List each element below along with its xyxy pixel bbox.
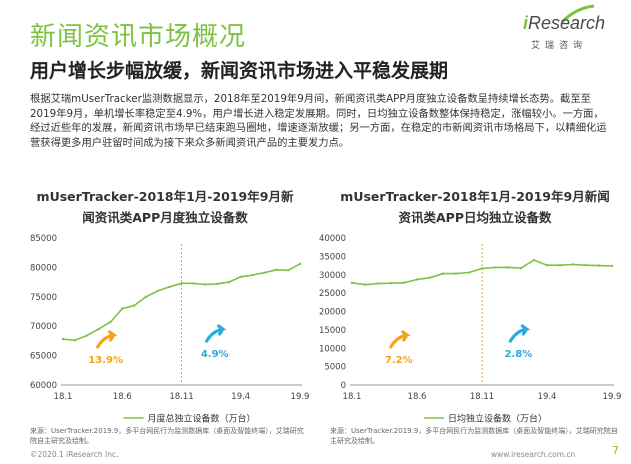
chart-2-data-point <box>506 266 510 269</box>
chart-1-data-point <box>239 275 242 279</box>
chart-2-xtick-label: 18.11 <box>470 392 494 402</box>
chart-2-ytick-label: 25000 <box>319 289 346 299</box>
chart-2-ytick-label: 5000 <box>324 363 346 373</box>
chart-2-data-point <box>545 263 549 267</box>
page-subtitle: 用户增长步幅放缓，新闻资讯市场进入平稳发展期 <box>30 60 449 82</box>
chart-2-ytick-label: 35000 <box>319 252 346 262</box>
chart-1-xtick-label: 19.9 <box>291 392 310 402</box>
chart-1-data-point <box>298 262 302 266</box>
chart-2-title: mUserTracker-2018年1月-2019年9月新闻 资讯类APP日均独… <box>330 186 620 228</box>
chart-2-ytick-label: 10000 <box>319 344 346 354</box>
chart-2-xtick-label: 18.6 <box>408 392 427 402</box>
chart-1-xtick-label: 18.1 <box>54 392 73 402</box>
chart-1-data-point <box>180 282 183 285</box>
chart-2-data-point <box>610 264 614 268</box>
chart-1-annotation-label: 4.9% <box>201 349 229 360</box>
chart-1-data-point <box>263 271 266 274</box>
chart-2-plot: 0 5000 10000 15000 20000 25000 30000 35000 40000… <box>319 234 622 425</box>
chart-2-annotation-label: 7.2% <box>385 355 413 366</box>
chart-1-data-point <box>156 289 159 293</box>
chart-2-data-point <box>402 281 406 285</box>
chart-1-xtick-label: 18.6 <box>113 392 132 402</box>
chart-1-data-point <box>215 282 219 286</box>
chart-1-title-line-1: mUserTracker-2018年1月-2019年9月新 <box>36 189 294 204</box>
chart-1-source: 来源：UserTracker.2019.9，多平台网民行为监测数据库（桌面及智能… <box>30 427 304 445</box>
chart-1-data-point <box>168 285 171 289</box>
page-title: 新闻资讯市场概况 <box>30 22 247 52</box>
chart-2-title-line-2: 资讯类APP日均独立设备数 <box>398 210 552 225</box>
chart-2-data-point <box>389 282 393 285</box>
chart-2-xtick-label: 18.1 <box>343 392 362 402</box>
chart-1-plot: 60000 65000 70000 75000 80000 85000 18.1 18.6 18… <box>30 234 310 425</box>
chart-2-data-point <box>584 263 588 267</box>
chart-2-growth-arrow-icon <box>508 324 531 343</box>
chart-2-data-point <box>454 272 458 275</box>
chart-2-annotation-label: 2.8% <box>505 349 533 360</box>
chart-2-data-point <box>532 258 536 262</box>
chart-1-ytick-label: 80000 <box>30 263 57 273</box>
chart-1-ytick-label: 75000 <box>30 293 57 303</box>
chart-2-ytick-label: 40000 <box>319 234 346 244</box>
chart-1-data-point <box>251 273 254 277</box>
chart-1-data-point <box>192 282 195 285</box>
chart-2-data-point <box>363 283 367 286</box>
chart-1-title: mUserTracker-2018年1月-2019年9月新 闻资讯类APP月度独… <box>20 186 310 228</box>
chart-2-ytick-label: 20000 <box>319 308 346 318</box>
chart-2-growth-arrow-icon <box>389 330 411 349</box>
chart-2-ytick-label: 0 <box>341 381 346 391</box>
chart-1-legend-label: 月度总独立设备数（万台） <box>148 413 256 425</box>
chart-1-xtick-label: 19.4 <box>231 392 250 402</box>
chart-2-data-point <box>597 264 601 267</box>
chart-2-ytick-label: 30000 <box>319 271 346 281</box>
chart-2-data-point <box>480 267 484 270</box>
chart-1-data-point <box>97 327 100 331</box>
chart-1-ytick-label: 85000 <box>30 234 57 244</box>
chart-2-data-point <box>415 278 419 281</box>
chart-1-ytick-label: 70000 <box>30 322 57 332</box>
chart-1-data-point <box>109 320 112 324</box>
chart-1-title-line-2: 闻资讯类APP月度独立设备数 <box>82 210 248 225</box>
chart-1-growth-arrow-icon <box>205 324 227 343</box>
chart-2-data-point <box>350 281 354 285</box>
chart-1-data-point <box>61 337 65 341</box>
logo-swoosh-icon <box>560 4 595 24</box>
chart-1-data-point <box>121 307 124 310</box>
chart-2-xtick-label: 19.4 <box>538 392 557 402</box>
chart-2-title-line-1: mUserTracker-2018年1月-2019年9月新闻 <box>340 189 610 204</box>
logo-subtext: 艾瑞咨询 <box>531 41 588 51</box>
chart-1-data-point <box>275 268 278 271</box>
chart-1-ytick-label: 60000 <box>30 381 57 391</box>
chart-1-data-point <box>132 304 136 307</box>
chart-2-ytick-label: 15000 <box>319 326 346 336</box>
footer-copyright: ©2020.1 iResearch Inc. <box>30 450 119 459</box>
chart-1-data-point <box>227 280 231 284</box>
page-number: 7 <box>612 444 619 457</box>
chart-1-data-point <box>73 339 77 342</box>
chart-2-data-point <box>467 271 471 274</box>
chart-1-data-point <box>286 269 290 272</box>
chart-2-data-point <box>493 266 497 269</box>
chart-2-data-point <box>519 266 523 270</box>
chart-2-data-point <box>428 276 432 279</box>
chart-2-data-point <box>571 263 575 266</box>
chart-1-ytick-label: 65000 <box>30 352 57 362</box>
chart-1-annotation-label: 13.9% <box>88 355 123 366</box>
chart-1-data-point <box>144 295 148 298</box>
chart-2-legend-label: 日均独立设备数（万台） <box>448 413 547 425</box>
chart-2-source: 来源：UserTracker.2019.9，多平台网民行为监测数据库（桌面及智能… <box>330 427 618 445</box>
chart-1-xtick-label: 18.11 <box>169 392 193 402</box>
body-paragraph: 根据艾瑞mUserTracker监测数据显示，2018年至2019年9月间，新闻… <box>30 93 607 149</box>
chart-1-growth-arrow-icon <box>96 330 118 349</box>
chart-1-data-point <box>204 283 207 286</box>
chart-1-data-point <box>85 334 88 337</box>
logo: iResearch <box>523 13 606 33</box>
chart-2-xtick-label: 19.9 <box>603 392 622 402</box>
chart-2-data-point <box>441 272 445 275</box>
footer-url: www.iresearch.com.cn <box>491 450 576 459</box>
chart-2-data-point <box>376 282 380 285</box>
chart-2-data-point <box>558 263 562 267</box>
